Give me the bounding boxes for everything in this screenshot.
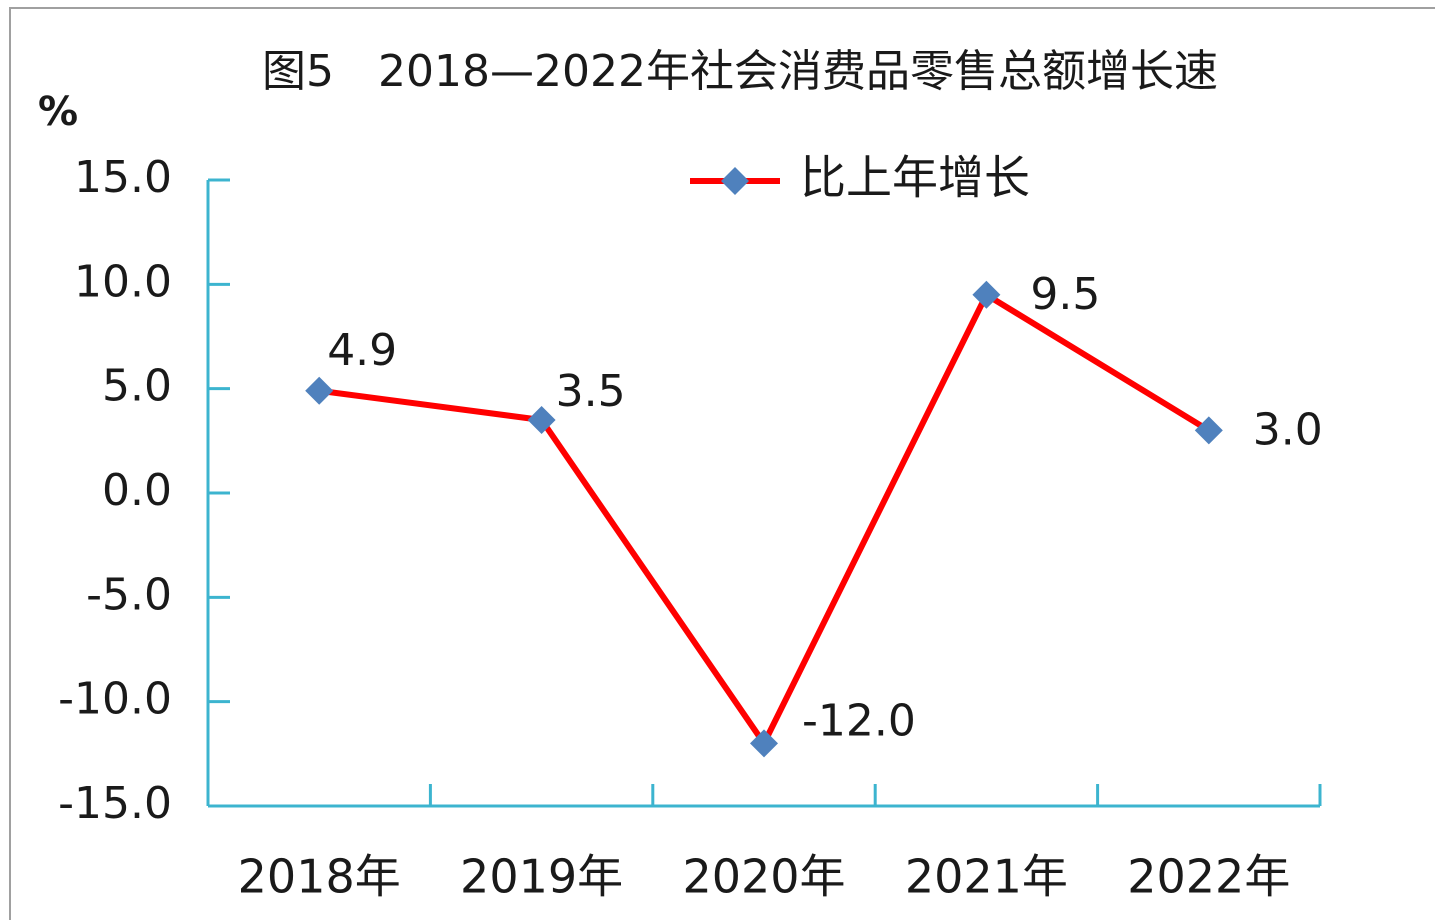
x-tick-label: 2019年 bbox=[460, 850, 623, 904]
legend-label: 比上年增长 bbox=[800, 151, 1030, 205]
y-tick-label: 0.0 bbox=[102, 465, 172, 516]
y-tick-label: -15.0 bbox=[58, 778, 172, 829]
marker bbox=[750, 729, 778, 758]
x-tick-label: 2021年 bbox=[905, 850, 1068, 904]
x-tick-label: 2020年 bbox=[682, 850, 845, 904]
marker bbox=[972, 280, 1001, 309]
y-tick-label: 10.0 bbox=[74, 256, 172, 307]
y-tick-label: -5.0 bbox=[86, 569, 172, 620]
y-tick-label: 15.0 bbox=[74, 152, 172, 203]
chart-title: 图5 2018—2022年社会消费品零售总额增长速 bbox=[262, 46, 1218, 97]
y-tick-label: -10.0 bbox=[58, 674, 172, 725]
marker bbox=[305, 376, 334, 405]
data-label: 3.0 bbox=[1253, 404, 1323, 455]
data-label: 4.9 bbox=[327, 325, 397, 376]
x-tick-label: 2022年 bbox=[1127, 850, 1290, 904]
marker bbox=[1194, 416, 1223, 445]
y-tick-label: 5.0 bbox=[102, 361, 172, 412]
marker bbox=[527, 405, 556, 434]
x-tick-label: 2018年 bbox=[238, 850, 401, 904]
data-label: 9.5 bbox=[1030, 269, 1100, 320]
data-label: -12.0 bbox=[802, 695, 916, 746]
frame bbox=[9, 7, 1435, 920]
legend-marker bbox=[721, 167, 749, 195]
data-label: 3.5 bbox=[556, 366, 626, 417]
y-axis-label: % bbox=[38, 89, 78, 135]
